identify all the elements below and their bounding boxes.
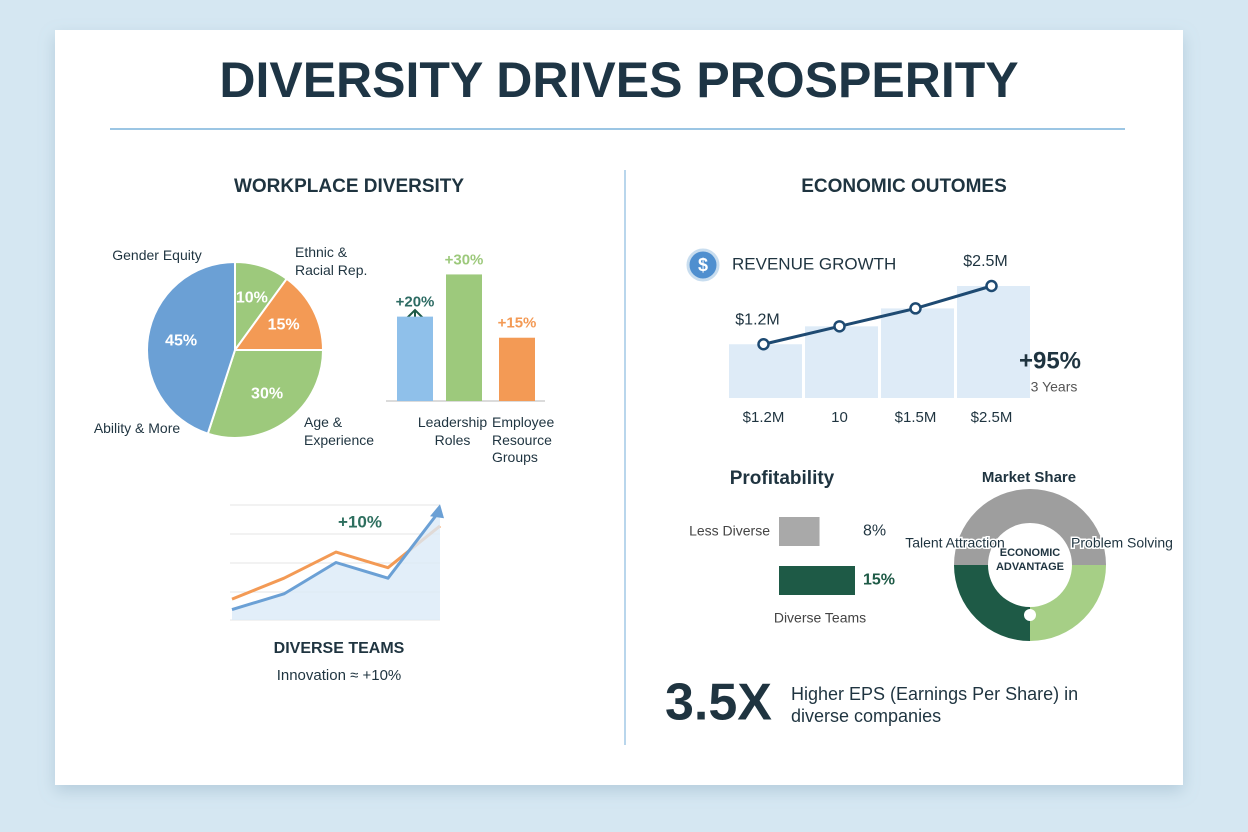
trend-point [909, 302, 922, 315]
bar-value-label: 8% [863, 523, 886, 540]
slice-label: 30% [251, 385, 283, 402]
slice-label: 15% [268, 316, 300, 333]
bar [729, 344, 802, 398]
dollar-icon [686, 248, 720, 282]
chart-title: Profitability [730, 468, 835, 489]
segment-label: Problem Solving [1071, 535, 1173, 551]
bar [957, 286, 1030, 398]
point-label: $1.2M [735, 311, 779, 328]
center-label-box: ECONOMIC ADVANTAGE [995, 547, 1065, 573]
category-label-box: Ability & More [93, 420, 181, 436]
category-label: Gender Equity [112, 247, 202, 263]
trend-point [985, 279, 998, 293]
category-label: Less Diverse [689, 523, 770, 539]
bar [446, 274, 482, 401]
annotation: 3 Years [1031, 379, 1078, 395]
x-tick-label: 10 [831, 409, 848, 426]
bar-value-label: 15% [863, 572, 895, 589]
category-label-box: Age & Experience [304, 414, 375, 448]
bar [779, 566, 855, 595]
section-title: WORKPLACE DIVERSITY [234, 176, 464, 197]
stat-value: 3.5X [665, 674, 772, 732]
segment-knob [1024, 609, 1036, 621]
category-label-box: Ethnic & Racial Rep. [295, 244, 368, 278]
bar [397, 316, 433, 401]
donut-segment [954, 565, 1030, 641]
category-label: Ability & More [93, 420, 181, 436]
chart-subtitle: Innovation ≈ +10% [277, 667, 402, 684]
bar [805, 326, 878, 398]
bar-value-label: +20% [396, 294, 435, 311]
chart-title: Market Share [982, 469, 1076, 486]
center-label: ECONOMIC ADVANTAGE [995, 547, 1065, 573]
section-title: ECONOMIC OUTOMES [801, 176, 1007, 197]
category-label: Diverse Teams [774, 610, 866, 626]
donut-segment [1030, 565, 1106, 641]
stat-text-box: Higher EPS (Earnings Per Share) in diver… [791, 684, 1079, 726]
arrow-head [430, 504, 444, 519]
annotation: +10% [338, 512, 382, 531]
series-line [231, 509, 442, 611]
x-tick-label: Employee Resource Groups [492, 414, 555, 465]
slice-label: 10% [236, 289, 268, 306]
dollar-icon: $ [698, 255, 708, 275]
x-tick-label: Leadership Roles [417, 414, 488, 448]
category-label: Ethnic & Racial Rep. [295, 244, 368, 278]
category-label: Age & Experience [304, 414, 375, 448]
bar-value-label: +30% [445, 251, 484, 268]
page-title: DIVERSITY DRIVES PROSPERITY [219, 52, 1018, 108]
donut-segment [954, 489, 1106, 565]
trend-line [763, 284, 992, 346]
trend-point [757, 337, 770, 351]
bar [779, 517, 820, 546]
x-tick-label: $1.2M [743, 409, 785, 426]
chart-title: DIVERSE TEAMS [274, 640, 405, 657]
pie-slice [146, 260, 236, 435]
point-label: $2.5M [963, 253, 1007, 270]
x-tick-label-box: Leadership Roles [417, 414, 488, 448]
category-label-box: Gender Equity [112, 247, 202, 263]
bar [881, 308, 954, 398]
slice-label: 45% [165, 333, 197, 350]
bar [499, 337, 535, 401]
segment-label: Talent Attraction [905, 535, 1005, 551]
x-tick-label: $2.5M [971, 409, 1013, 426]
bar-value-label: +15% [498, 315, 537, 332]
x-tick-label: $1.5M [895, 409, 937, 426]
pie-slice [233, 277, 325, 351]
stat-text: Higher EPS (Earnings Per Share) in diver… [791, 684, 1079, 726]
pie-slice [206, 349, 325, 439]
annotation: +95% [1019, 347, 1081, 374]
x-tick-label-box: Employee Resource Groups [492, 414, 555, 465]
area [232, 510, 440, 620]
chart-title: REVENUE GROWTH [732, 254, 896, 273]
trend-point [833, 320, 846, 333]
